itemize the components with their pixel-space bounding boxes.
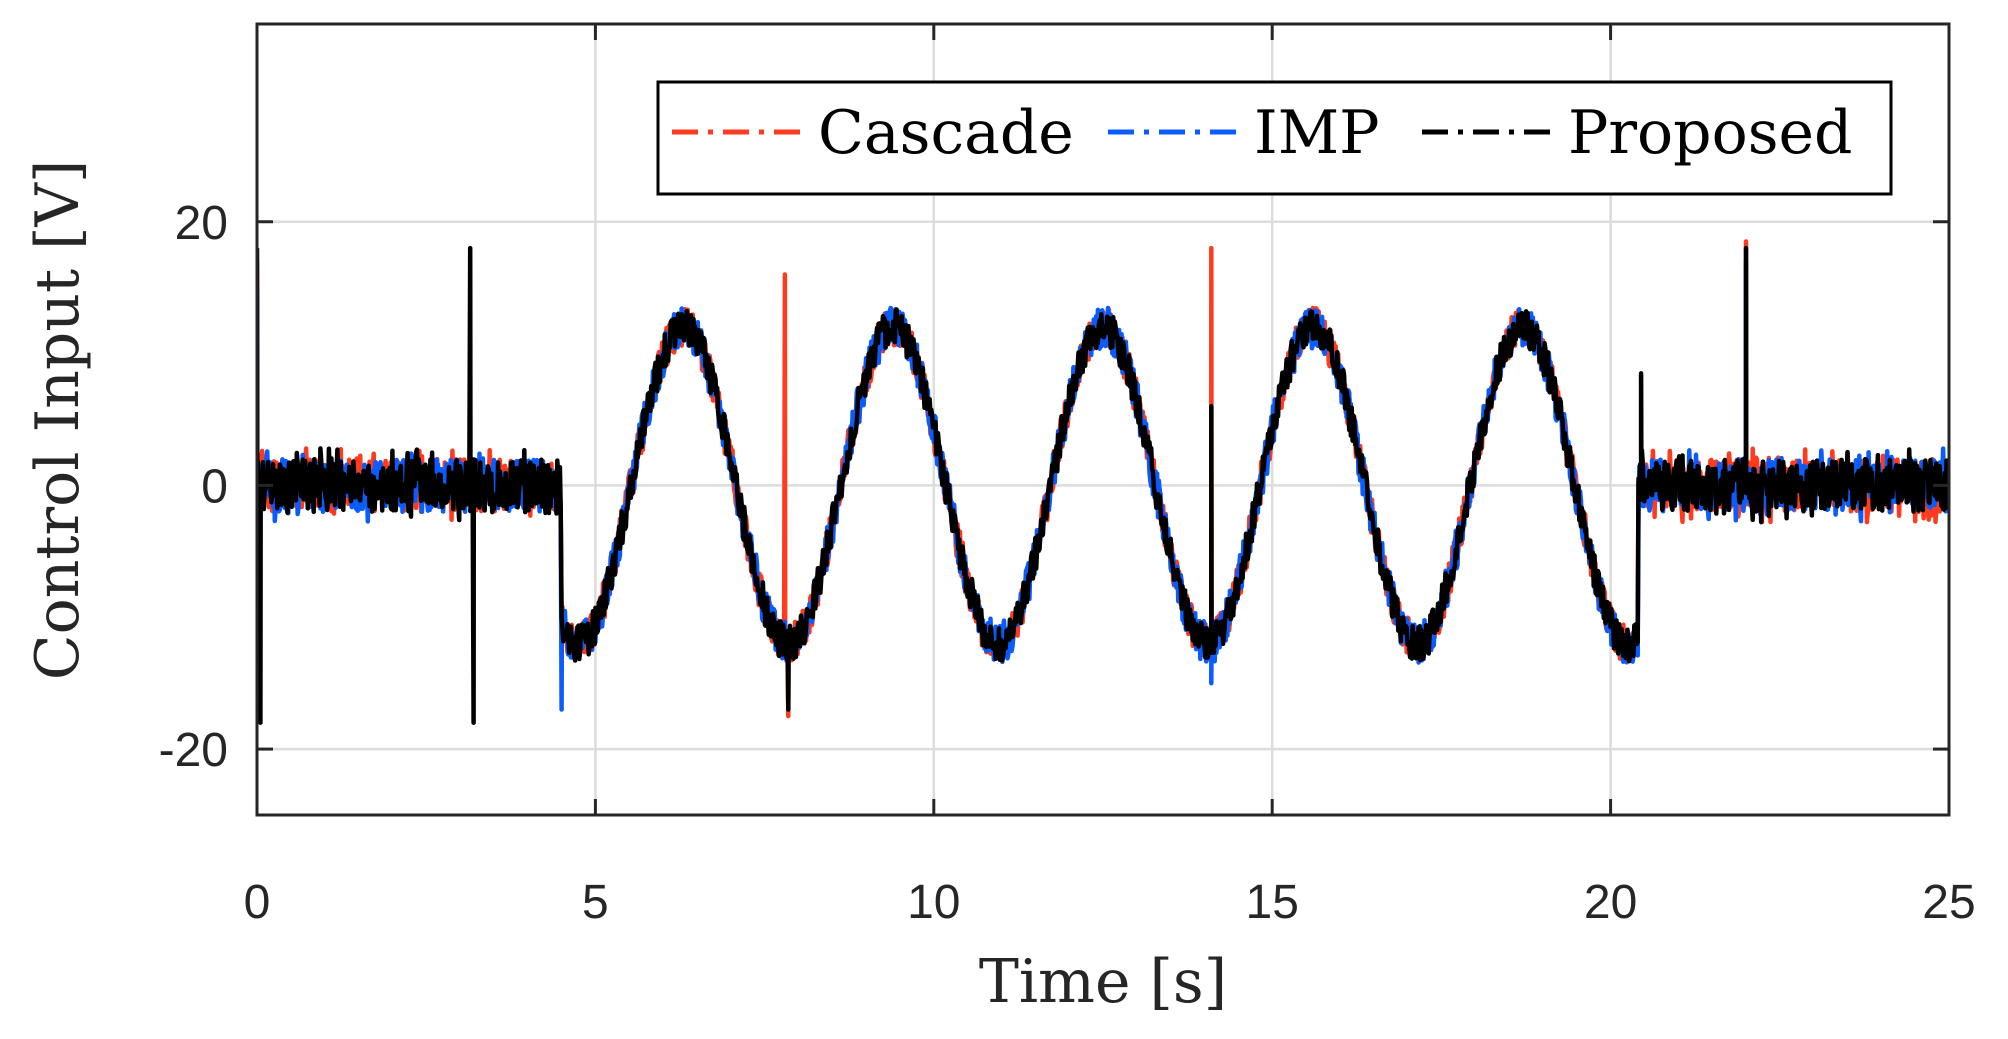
- y-tick-label: -20: [159, 724, 228, 777]
- legend-label-imp: IMP: [1254, 98, 1380, 168]
- legend-box: [656, 80, 1893, 196]
- x-axis-title: Time [s]: [979, 947, 1227, 1017]
- y-axis-title: Control Input [V]: [23, 160, 93, 681]
- legend-label-proposed: Proposed: [1568, 98, 1852, 168]
- plot-area: [257, 239, 1949, 725]
- series-line-proposed: [257, 245, 1949, 725]
- legend[interactable]: Cascade IMP Proposed: [656, 80, 1893, 196]
- x-tick-label: 20: [1584, 876, 1637, 929]
- x-tick-label: 10: [907, 876, 960, 929]
- y-tick-label: 20: [175, 197, 228, 250]
- x-tick-label: 5: [582, 876, 609, 929]
- series-layer: [257, 239, 1949, 725]
- x-tick-label: 25: [1922, 876, 1975, 929]
- ticks: 0 5 10 15 20 25 -20 0 20: [159, 24, 1976, 929]
- y-tick-label: 0: [201, 460, 228, 513]
- legend-label-cascade: Cascade: [818, 98, 1074, 168]
- plot-frame: [255, 22, 1951, 817]
- x-tick-label: 15: [1246, 876, 1299, 929]
- x-tick-label: 0: [244, 876, 271, 929]
